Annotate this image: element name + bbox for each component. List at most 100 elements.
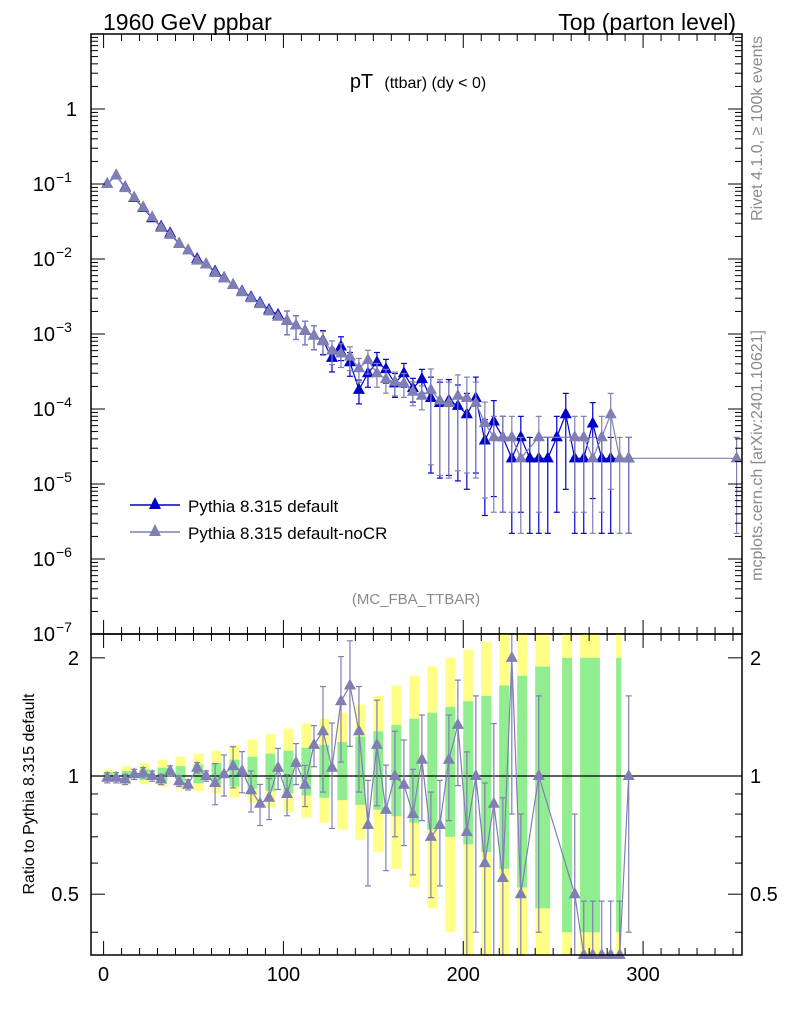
y-tick-label: 10 — [33, 249, 55, 271]
nocr-point — [514, 451, 527, 463]
ratio-nocr-point — [209, 775, 222, 787]
ratio-nocr-point — [532, 769, 545, 781]
default-point — [541, 451, 554, 463]
ratio-nocr-point — [586, 948, 599, 959]
ratio-nocr-point — [568, 887, 581, 899]
mcplots-label: mcplots.cern.ch [arXiv:2401.10621] — [749, 330, 766, 581]
ratio-nocr-point — [281, 786, 294, 798]
plot-title-main: pT — [350, 71, 373, 93]
nocr-point — [478, 416, 491, 428]
ratio-nocr-point — [245, 783, 258, 795]
y-tick-exponent: −1 — [56, 169, 72, 185]
nocr-point — [164, 227, 177, 239]
ratio-nocr-point — [352, 724, 365, 736]
ratio-nocr-point — [487, 796, 500, 808]
band-green — [499, 685, 510, 869]
header-left: 1960 GeV ppbar — [103, 9, 272, 35]
nocr-point — [442, 396, 455, 408]
band-green — [373, 731, 384, 810]
y-tick-label: 10 — [33, 549, 55, 571]
ratio-nocr-point — [361, 818, 374, 830]
ratio-nocr-point — [334, 694, 347, 706]
nocr-point — [730, 451, 743, 463]
nocr-point — [622, 451, 635, 463]
ratio-nocr-point — [397, 777, 410, 789]
band-green — [265, 753, 276, 791]
nocr-point — [379, 372, 392, 384]
ratio-nocr-point — [182, 777, 195, 789]
ratio-nocr-point — [496, 870, 509, 882]
band-green — [391, 724, 402, 817]
ratio-y-tick-label-right: 1 — [750, 766, 761, 788]
header-right: Top (parton level) — [558, 9, 736, 35]
ratio-nocr-point — [200, 769, 213, 781]
nocr-point — [299, 323, 312, 335]
default-point — [379, 362, 392, 374]
rivet-label: Rivet 4.1.0, ≥ 100k events — [749, 36, 766, 221]
ratio-nocr-point — [442, 752, 455, 764]
nocr-point — [406, 384, 419, 396]
nocr-point — [209, 266, 222, 278]
nocr-point — [155, 220, 168, 232]
nocr-point — [200, 257, 213, 269]
nocr-point — [433, 393, 446, 405]
nocr-point — [236, 285, 249, 297]
band-green — [193, 764, 204, 784]
nocr-point — [460, 391, 473, 403]
band-green — [427, 712, 438, 830]
legend: Pythia 8.315 default Pythia 8.315 defaul… — [130, 497, 387, 543]
ratio-nocr-point — [424, 829, 437, 841]
y-tick-label: 10 — [33, 474, 55, 496]
ratio-nocr-point — [290, 755, 303, 767]
ratio-nocr-point — [388, 769, 401, 781]
y-tick-label: 10 — [33, 624, 55, 646]
legend-marker-default — [149, 497, 161, 509]
nocr-point — [496, 430, 509, 442]
nocr-point — [604, 407, 617, 419]
ratio-nocr-point — [164, 763, 177, 775]
legend-marker-nocr — [149, 524, 161, 536]
ratio-nocr-point — [577, 948, 590, 959]
band-green — [445, 706, 456, 837]
nocr-point — [487, 430, 500, 442]
default-point — [523, 451, 536, 463]
y-tick-exponent: −7 — [56, 619, 72, 635]
nocr-point — [110, 168, 123, 180]
ratio-y-tick-label-right: 0.5 — [750, 884, 778, 906]
nocr-point — [307, 328, 320, 340]
ratio-nocr-point — [101, 770, 114, 782]
y-tick-exponent: −5 — [56, 469, 72, 485]
ratio-y-tick-label-right: 2 — [750, 648, 761, 670]
band-green — [337, 742, 348, 801]
nocr-point — [451, 388, 464, 400]
band-green — [211, 762, 222, 785]
band-green — [517, 675, 528, 888]
band-green — [616, 657, 622, 933]
band-green — [562, 657, 573, 933]
ratio-nocr-point — [110, 770, 123, 782]
nocr-point — [272, 309, 285, 321]
ratio-nocr-point — [622, 769, 635, 781]
ratio-nocr-point — [604, 948, 617, 959]
ratio-y-tick-label-left: 2 — [68, 648, 79, 670]
ratio-nocr-point — [379, 802, 392, 814]
nocr-point — [361, 353, 374, 365]
default-point — [586, 416, 599, 428]
nocr-point — [469, 396, 482, 408]
band-green — [481, 695, 492, 853]
ratio-nocr-point — [514, 887, 527, 899]
ratio-nocr-point — [316, 724, 329, 736]
ratio-nocr-point — [137, 765, 150, 777]
nocr-point — [352, 361, 365, 373]
plot-title-sub: (ttbar) (dy < 0) — [384, 75, 486, 92]
ratio-nocr-point — [478, 856, 491, 868]
nocr-point — [424, 382, 437, 394]
band-green — [301, 747, 312, 796]
nocr-point — [343, 349, 356, 361]
nocr-point — [146, 210, 159, 222]
nocr-point — [505, 430, 518, 442]
ratio-nocr-point — [415, 752, 428, 764]
nocr-point — [137, 200, 150, 212]
band-green — [229, 759, 240, 787]
nocr-point — [128, 190, 141, 202]
